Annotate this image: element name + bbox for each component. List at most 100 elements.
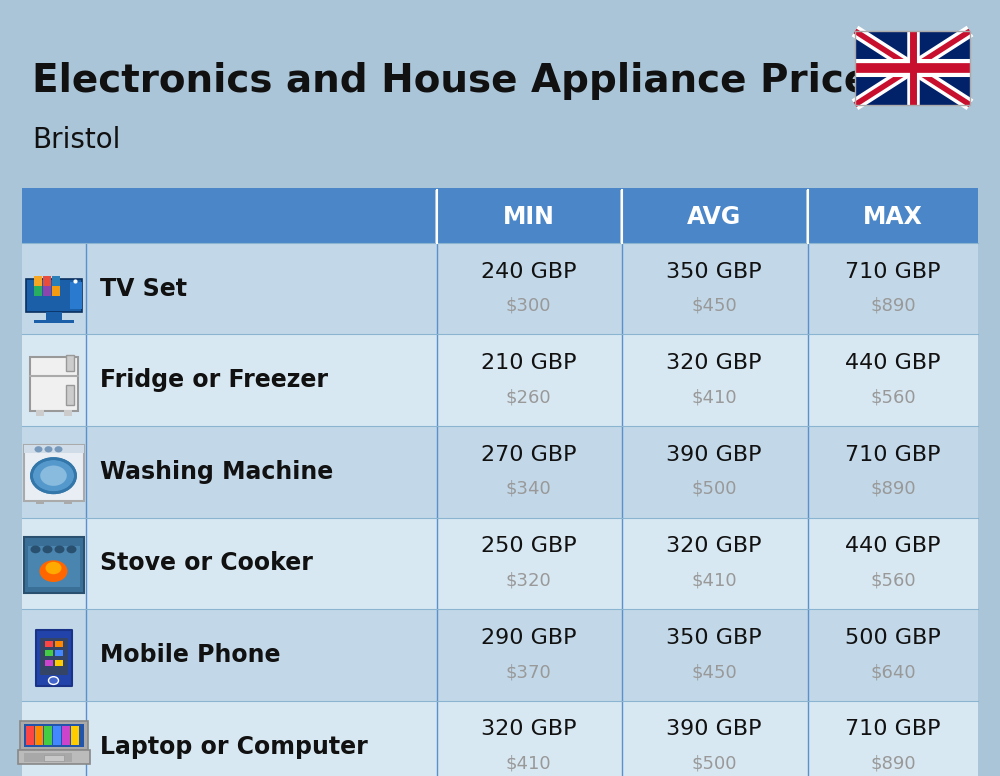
Bar [45,650,53,656]
Bar [622,190,806,243]
Text: $500: $500 [691,480,737,498]
Text: $410: $410 [506,754,551,773]
Bar [24,537,84,593]
Bar [34,286,42,296]
Bar [55,660,62,666]
Circle shape [46,562,62,574]
Bar [24,724,84,747]
Text: $890: $890 [870,480,916,498]
Text: 350 GBP: 350 GBP [666,262,762,282]
Text: 390 GBP: 390 GBP [666,445,762,465]
Bar [22,518,978,609]
Text: MIN: MIN [503,205,554,228]
Text: 240 GBP: 240 GBP [481,262,576,282]
Text: 270 GBP: 270 GBP [481,445,576,465]
Text: 350 GBP: 350 GBP [666,628,762,648]
Bar [62,726,70,745]
Bar [36,500,44,504]
Bar [24,753,72,762]
Bar [20,721,88,750]
Bar [34,320,74,323]
Bar [36,630,72,686]
Bar [55,650,62,656]
Bar [855,31,970,105]
Text: $560: $560 [870,388,916,407]
Bar [70,726,78,745]
Bar [30,357,78,411]
Bar [43,276,51,286]
Bar [64,410,72,416]
Text: 320 GBP: 320 GBP [666,536,762,556]
Bar [22,334,978,426]
Text: $890: $890 [870,754,916,773]
Bar [22,609,978,701]
Bar [34,276,42,286]
Text: 250 GBP: 250 GBP [481,536,576,556]
Text: AVG: AVG [687,205,741,228]
Text: Electronics and House Appliance Prices: Electronics and House Appliance Prices [32,63,893,100]
Text: Fridge or Freezer: Fridge or Freezer [100,369,328,392]
Bar [52,276,60,286]
Text: $410: $410 [691,388,737,407]
Text: 320 GBP: 320 GBP [666,353,762,373]
Text: $450: $450 [691,296,737,315]
Bar [26,279,82,312]
Circle shape [40,560,68,582]
Text: $300: $300 [506,296,551,315]
Text: 290 GBP: 290 GBP [481,628,576,648]
Bar [22,426,978,518]
Text: Stove or Cooker: Stove or Cooker [100,552,313,575]
Bar [44,726,52,745]
Bar [64,500,72,504]
Text: $340: $340 [506,480,551,498]
Text: $500: $500 [691,754,737,773]
Bar [66,385,74,405]
Text: 710 GBP: 710 GBP [845,445,941,465]
Bar [53,726,61,745]
Bar [43,286,51,296]
Bar [855,31,970,105]
Text: $450: $450 [691,663,737,681]
Text: $410: $410 [691,571,737,590]
Circle shape [45,446,53,452]
Bar [437,190,620,243]
Bar [22,701,978,776]
Bar [22,243,978,334]
Bar [45,641,53,647]
Bar [18,750,90,764]
Bar [46,312,62,321]
Text: 440 GBP: 440 GBP [845,536,941,556]
Text: $640: $640 [870,663,916,681]
Circle shape [43,546,53,553]
Circle shape [35,446,43,452]
Bar [24,445,84,501]
Bar [52,286,60,296]
Bar [44,755,64,761]
Text: 440 GBP: 440 GBP [845,353,941,373]
Bar [22,190,435,243]
Text: $370: $370 [506,663,551,681]
Bar [28,546,80,587]
Text: 710 GBP: 710 GBP [845,262,941,282]
Circle shape [40,465,68,487]
Text: Laptop or Computer: Laptop or Computer [100,735,368,758]
Text: $320: $320 [506,571,551,590]
Text: MAX: MAX [863,205,923,228]
Bar [808,190,978,243]
Text: Washing Machine: Washing Machine [100,460,333,483]
Text: 390 GBP: 390 GBP [666,719,762,740]
Bar [26,726,34,745]
Bar [36,410,44,416]
Circle shape [31,546,41,553]
Bar [22,188,978,190]
Circle shape [49,677,59,684]
Bar [70,282,82,309]
Bar [24,445,84,453]
Bar [66,355,74,371]
Text: Bristol: Bristol [32,126,120,154]
Text: Mobile Phone: Mobile Phone [100,643,280,667]
Text: $890: $890 [870,296,916,315]
Circle shape [67,546,77,553]
Text: $560: $560 [870,571,916,590]
Text: 210 GBP: 210 GBP [481,353,576,373]
